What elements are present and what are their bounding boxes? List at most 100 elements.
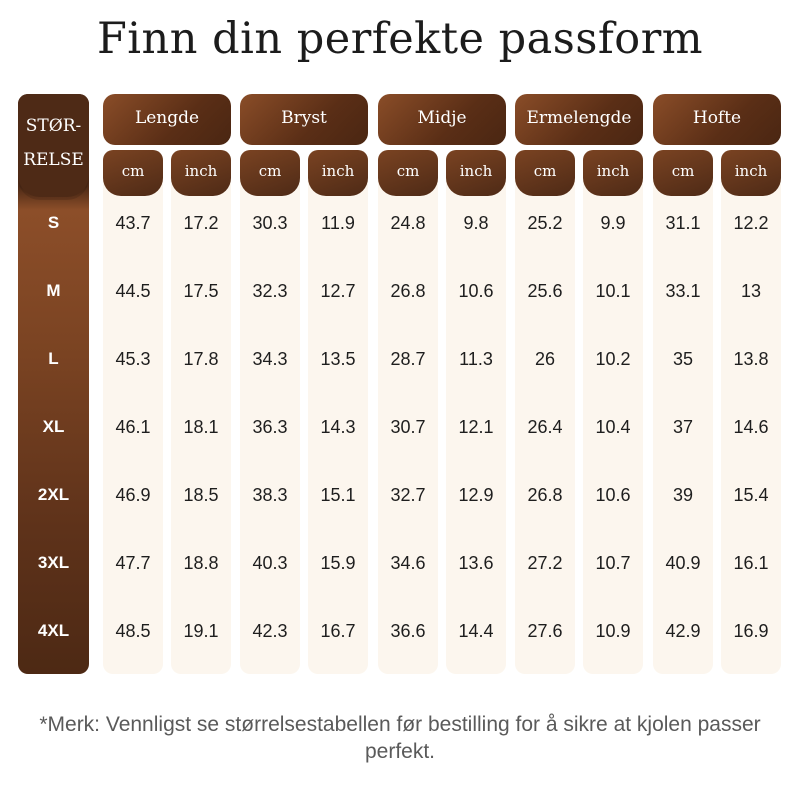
table-cell: 12.2	[733, 213, 769, 233]
table-cell: 47.7	[115, 553, 151, 573]
table-cell: 18.8	[183, 553, 219, 573]
table-cell: 13	[740, 281, 762, 301]
table-cell: 15.9	[320, 553, 356, 573]
group-header-lengde: Lengde	[103, 94, 231, 145]
unit-header-inch: inch	[583, 150, 643, 196]
table-cell: 36.3	[252, 417, 288, 437]
column-lengde-cm: cm 43.7 44.5 45.3 46.1 46.9 47.7 48.5	[103, 150, 163, 674]
table-cell: 26.8	[527, 485, 563, 505]
table-cell: 39	[672, 485, 694, 505]
table-cell: 16.7	[320, 621, 356, 641]
table-cell: 14.6	[733, 417, 769, 437]
table-cell: 40.9	[665, 553, 701, 573]
size-column: STØR- RELSE S M L XL 2XL 3XL 4XL	[18, 94, 89, 674]
table-cell: 10.2	[595, 349, 631, 369]
table-cell: 40.3	[252, 553, 288, 573]
table-cell: 11.9	[321, 213, 355, 233]
table-cell: 16.1	[733, 553, 769, 573]
size-header-line: RELSE	[23, 149, 84, 170]
unit-header-cm: cm	[103, 150, 163, 196]
table-cell: 28.7	[390, 349, 426, 369]
table-cell: 14.3	[320, 417, 356, 437]
size-label-m: M	[46, 281, 61, 300]
group-header-bryst: Bryst	[240, 94, 368, 145]
table-cell: 25.6	[527, 281, 563, 301]
column-midje-inch: inch 9.8 10.6 11.3 12.1 12.9 13.6 14.4	[446, 150, 506, 674]
table-cell: 10.1	[595, 281, 631, 301]
table-cell: 10.6	[595, 485, 631, 505]
table-cell: 38.3	[252, 485, 288, 505]
table-cell: 34.3	[252, 349, 288, 369]
unit-header-cm: cm	[378, 150, 438, 196]
size-note: *Merk: Vennligst se størrelsestabellen f…	[39, 713, 761, 763]
table-cell: 13.5	[320, 349, 356, 369]
column-ermelengde-cm: cm 25.2 25.6 26 26.4 26.8 27.2 27.6	[515, 150, 575, 674]
table-cell: 17.2	[183, 213, 219, 233]
table-cell: 18.5	[183, 485, 219, 505]
unit-header-inch: inch	[308, 150, 368, 196]
table-cell: 31.1	[665, 213, 701, 233]
table-cell: 12.1	[458, 417, 494, 437]
table-cell: 45.3	[115, 349, 151, 369]
table-cell: 13.8	[733, 349, 769, 369]
unit-header-inch: inch	[721, 150, 781, 196]
table-cell: 46.9	[115, 485, 151, 505]
size-header-line: STØR-	[25, 115, 82, 136]
page-title: Finn din perfekte passform	[96, 14, 704, 64]
table-cell: 10.4	[595, 417, 631, 437]
table-cell: 12.7	[320, 281, 356, 301]
table-cell: 42.9	[665, 621, 701, 641]
table-cell: 10.6	[458, 281, 494, 301]
table-cell: 18.1	[183, 417, 219, 437]
table-cell: 9.8	[463, 213, 489, 233]
table-cell: 36.6	[390, 621, 426, 641]
size-label-s: S	[47, 213, 60, 232]
group-header-ermelengde: Ermelengde	[515, 94, 643, 145]
table-cell: 24.8	[390, 213, 426, 233]
table-cell: 14.4	[458, 621, 494, 641]
table-cell: 15.1	[320, 485, 356, 505]
unit-header-inch: inch	[171, 150, 231, 196]
table-cell: 30.7	[390, 417, 426, 437]
column-hofte-inch: inch 12.2 13 13.8 14.6 15.4 16.1 16.9	[721, 150, 781, 674]
unit-header-cm: cm	[240, 150, 300, 196]
table-cell: 12.9	[458, 485, 494, 505]
table-cell: 19.1	[183, 621, 219, 641]
table-cell: 32.7	[390, 485, 426, 505]
table-cell: 37	[672, 417, 694, 437]
table-cell: 13.6	[458, 553, 494, 573]
group-header-hofte: Hofte	[653, 94, 781, 145]
table-cell: 26.8	[390, 281, 426, 301]
table-cell: 17.5	[183, 281, 219, 301]
size-label-l: L	[48, 349, 59, 368]
column-hofte-cm: cm 31.1 33.1 35 37 39 40.9 42.9	[653, 150, 713, 674]
size-column-header: STØR- RELSE	[18, 94, 89, 197]
table-cell: 44.5	[115, 281, 151, 301]
table-cell: 32.3	[252, 281, 288, 301]
table-cell: 43.7	[115, 213, 151, 233]
unit-header-cm: cm	[515, 150, 575, 196]
table-cell: 46.1	[115, 417, 151, 437]
size-label-xl: XL	[42, 417, 65, 436]
table-cell: 10.7	[595, 553, 631, 573]
column-lengde-inch: inch 17.2 17.5 17.8 18.1 18.5 18.8 19.1	[171, 150, 231, 674]
column-bryst-inch: inch 11.9 12.7 13.5 14.3 15.1 15.9 16.7	[308, 150, 368, 674]
size-chart-table: STØR- RELSE S M L XL 2XL 3XL 4XL Lengde cm 43.7 44.5…	[18, 94, 781, 674]
table-cell: 33.1	[665, 281, 701, 301]
table-cell: 27.6	[527, 621, 563, 641]
table-cell: 30.3	[252, 213, 288, 233]
column-bryst-cm: cm 30.3 32.3 34.3 36.3 38.3 40.3 42.3	[240, 150, 300, 674]
column-ermelengde-inch: inch 9.9 10.1 10.2 10.4 10.6 10.7 10.9	[583, 150, 643, 674]
table-cell: 26	[534, 349, 556, 369]
size-label-2xl: 2XL	[37, 485, 70, 504]
table-cell: 11.3	[459, 349, 493, 369]
group-header-midje: Midje	[378, 94, 506, 145]
size-label-3xl: 3XL	[37, 553, 70, 572]
table-cell: 26.4	[527, 417, 563, 437]
table-cell: 42.3	[252, 621, 288, 641]
table-cell: 25.2	[527, 213, 563, 233]
table-cell: 17.8	[183, 349, 219, 369]
size-label-4xl: 4XL	[37, 621, 70, 640]
column-midje-cm: cm 24.8 26.8 28.7 30.7 32.7 34.6 36.6	[378, 150, 438, 674]
table-cell: 16.9	[733, 621, 769, 641]
